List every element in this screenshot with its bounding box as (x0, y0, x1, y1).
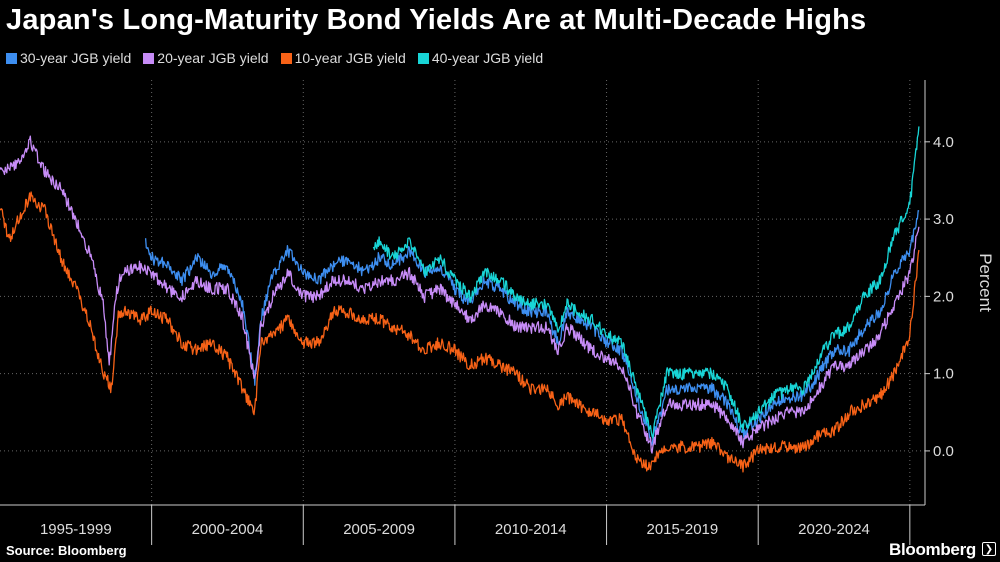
legend-item-30y: 30-year JGB yield (6, 50, 131, 66)
legend-swatch-30y (6, 52, 17, 64)
legend-label-30y: 30-year JGB yield (20, 50, 132, 66)
y-tick-label: 3.0 (933, 211, 954, 228)
x-tick-label: 1995-1999 (40, 521, 112, 538)
brand-logo: Bloomberg (888, 540, 976, 559)
y-axis-label: Percent (976, 253, 995, 312)
y-tick-label: 1.0 (933, 366, 954, 383)
legend-swatch-20y (143, 52, 155, 64)
legend-item-40y: 40-year JGB yield (417, 50, 544, 66)
x-tick-label: 2020-2024 (798, 521, 870, 538)
brand-mark-icon: ❯ (982, 542, 996, 556)
x-tick-label: 2000-2004 (192, 521, 264, 538)
y-tick-label: 4.0 (933, 134, 954, 151)
series-line-20y (0, 135, 920, 454)
y-tick-label: 2.0 (933, 288, 954, 305)
series-line-40y (372, 126, 920, 439)
legend-swatch-40y (417, 52, 429, 64)
x-tick-label: 2010-2014 (495, 521, 567, 538)
chart-title: Japan's Long-Maturity Bond Yields Are at… (6, 4, 867, 36)
x-tick-label: 2015-2019 (647, 521, 719, 538)
x-tick-label: 2005-2009 (343, 521, 415, 538)
source-note: Source: Bloomberg (6, 543, 127, 558)
y-tick-label: 0.0 (933, 443, 954, 460)
legend-item-10y: 10-year JGB yield (280, 50, 406, 66)
legend-label-40y: 40-year JGB yield (431, 50, 544, 66)
legend: 30-year JGB yield 20-year JGB yield 10-y… (6, 50, 543, 66)
series-line-10y (0, 191, 920, 473)
legend-label-20y: 20-year JGB yield (157, 50, 269, 66)
legend-swatch-10y (280, 52, 292, 64)
legend-label-10y: 10-year JGB yield (294, 50, 406, 66)
legend-item-20y: 20-year JGB yield (143, 50, 269, 66)
